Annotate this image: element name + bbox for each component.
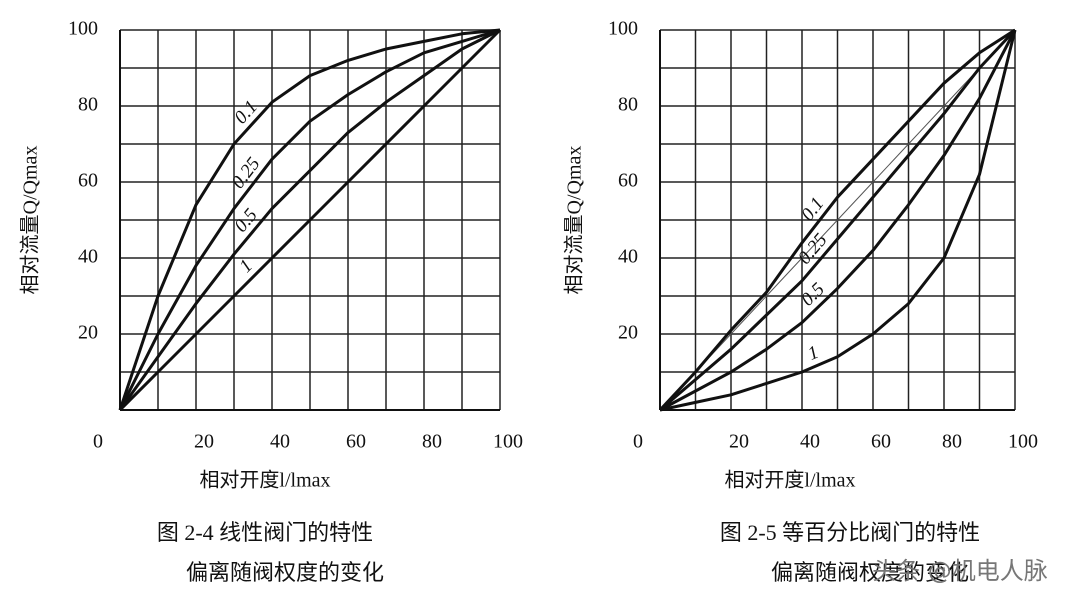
x-tick-label: 80: [422, 431, 442, 453]
curve-label: 1: [805, 342, 822, 365]
y-tick-label: 100: [68, 18, 98, 40]
series-line: [659, 29, 1017, 412]
caption: 图 2-4 线性阀门的特性: [157, 520, 373, 545]
x-tick-label: 60: [346, 431, 366, 453]
caption: 偏离随阀权度的变化: [771, 560, 969, 585]
x-tick-label: 40: [270, 431, 290, 453]
curve-label: 0.1: [230, 96, 262, 128]
series-line: [659, 29, 1017, 412]
series-line: [118, 28, 501, 411]
y-axis-label: 相对流量Q/Qmax: [19, 146, 42, 295]
y-axis-label: 相对流量Q/Qmax: [563, 146, 586, 295]
x-tick-label: 40: [800, 431, 820, 453]
y-tick-label: 20: [78, 322, 98, 344]
x-axis-label: 相对开度l/lmax: [199, 469, 330, 492]
x-axis-label: 相对开度l/lmax: [724, 469, 855, 492]
y-tick-label: 100: [608, 18, 638, 40]
series-line: [118, 28, 502, 412]
x-tick-label: 60: [871, 431, 891, 453]
curve-label: 0.25: [228, 154, 265, 193]
series-line: [659, 28, 1017, 412]
y-tick-label: 40: [78, 246, 98, 268]
curve-label: 0.5: [230, 205, 261, 237]
x-tick-label: 20: [194, 431, 214, 453]
series-line: [658, 28, 1016, 412]
series-line: [118, 28, 501, 411]
y-tick-label: 80: [618, 94, 638, 116]
y-tick-label: 80: [78, 94, 98, 116]
x-tick-label: 100: [493, 431, 523, 453]
watermark: 头条 @机电人脉: [872, 557, 1048, 585]
series-line: [659, 29, 1016, 411]
caption: 图 2-5 等百分比阀门的特性: [720, 520, 980, 545]
series-line: [118, 28, 501, 411]
y-tick-label: 60: [78, 170, 98, 192]
caption: 偏离随阀权度的变化: [186, 560, 384, 585]
x-tick-label: 0: [93, 431, 103, 453]
y-tick-label: 20: [618, 322, 638, 344]
x-tick-label: 20: [729, 431, 749, 453]
y-tick-label: 60: [618, 170, 638, 192]
curve-label: 0.25: [794, 230, 832, 269]
x-tick-label: 100: [1008, 431, 1038, 453]
x-tick-label: 0: [633, 431, 643, 453]
y-tick-label: 40: [618, 246, 638, 268]
x-tick-label: 80: [942, 431, 962, 453]
